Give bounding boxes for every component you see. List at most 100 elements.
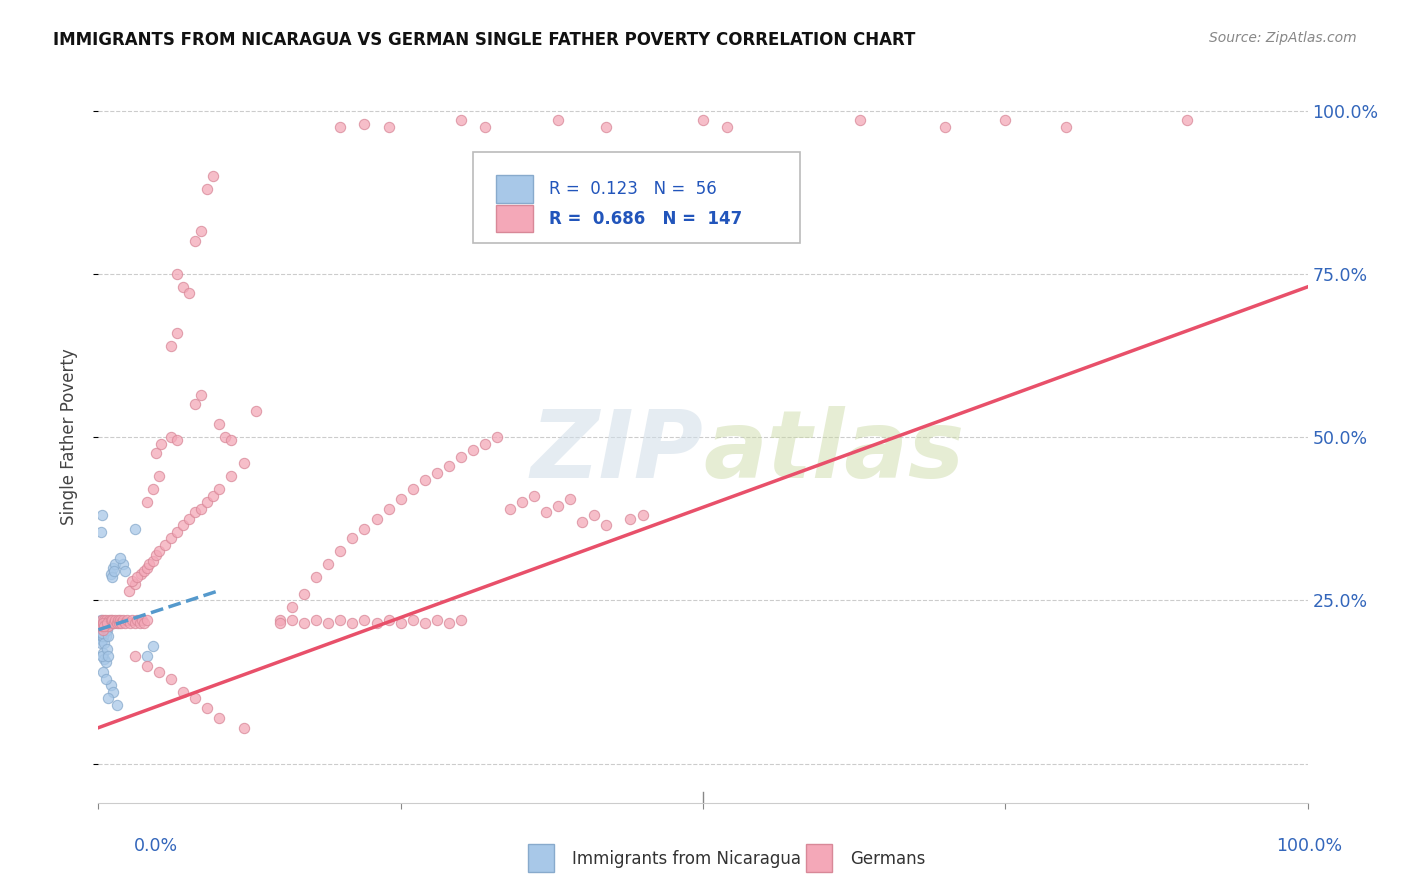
Point [91,632,114,647]
FancyBboxPatch shape [474,152,800,244]
Point [91,626,114,640]
Point [450,613,472,627]
Point [571,515,593,529]
Point [153,538,176,552]
Point [94,616,117,631]
Point [90,619,112,633]
Point [353,521,375,535]
Point [292,616,315,631]
Point [108,613,131,627]
Point [91,619,114,633]
Point [1054,120,1077,134]
Point [91,619,114,633]
Point [101,685,124,699]
Point [108,616,131,631]
Text: Germans: Germans [851,850,927,868]
Point [269,616,291,631]
Point [98,616,121,631]
Point [166,434,188,448]
Point [90,629,112,643]
Point [103,616,125,631]
Point [90,613,112,627]
Point [135,648,157,663]
Point [316,558,339,572]
Point [91,629,114,643]
Point [631,508,654,523]
Point [195,495,218,509]
Point [558,492,581,507]
Point [104,558,127,572]
Point [114,564,136,578]
Point [97,691,120,706]
Text: IMMIGRANTS FROM NICARAGUA VS GERMAN SINGLE FATHER POVERTY CORRELATION CHART: IMMIGRANTS FROM NICARAGUA VS GERMAN SING… [53,31,915,49]
Point [195,182,218,196]
Point [105,698,128,712]
Point [89,623,111,637]
Point [148,665,170,680]
Point [121,574,143,588]
Point [486,430,509,444]
Point [135,613,157,627]
Point [100,613,122,627]
Point [849,113,872,128]
Point [91,616,114,631]
Point [148,469,170,483]
Point [118,616,141,631]
Point [426,466,449,480]
Point [142,554,165,568]
Point [138,558,160,572]
FancyBboxPatch shape [496,204,533,233]
Point [124,577,146,591]
Point [97,619,120,633]
Text: 0.0%: 0.0% [134,837,177,855]
Point [96,623,118,637]
Point [91,626,114,640]
Point [426,613,449,627]
Point [437,459,460,474]
Text: Immigrants from Nicaragua: Immigrants from Nicaragua [572,850,801,868]
Point [208,483,231,497]
Point [94,656,117,670]
Point [93,613,115,627]
Point [118,583,141,598]
Point [172,280,194,294]
Text: 100.0%: 100.0% [1277,837,1343,855]
Point [716,120,738,134]
Point [583,508,606,523]
Point [117,613,139,627]
Text: ZIP: ZIP [530,406,703,498]
Point [103,564,125,578]
Point [437,616,460,631]
Point [101,560,124,574]
Point [135,560,157,574]
Point [111,613,134,627]
Point [547,499,569,513]
Point [93,619,115,633]
Point [93,619,115,633]
Point [93,623,115,637]
Point [91,623,114,637]
Point [413,473,436,487]
Point [353,117,375,131]
Point [389,616,412,631]
Point [160,339,183,353]
Point [190,502,212,516]
Point [91,623,114,637]
Point [160,672,183,686]
Point [91,616,114,631]
Point [100,613,122,627]
Point [402,613,425,627]
Point [221,469,243,483]
Text: atlas: atlas [703,406,965,498]
Point [108,550,131,565]
FancyBboxPatch shape [496,175,533,203]
Point [134,616,156,631]
Point [111,558,134,572]
FancyBboxPatch shape [806,845,832,872]
Point [89,626,111,640]
Point [94,613,117,627]
FancyBboxPatch shape [527,845,554,872]
Point [619,512,641,526]
Point [329,120,352,134]
Point [402,483,425,497]
